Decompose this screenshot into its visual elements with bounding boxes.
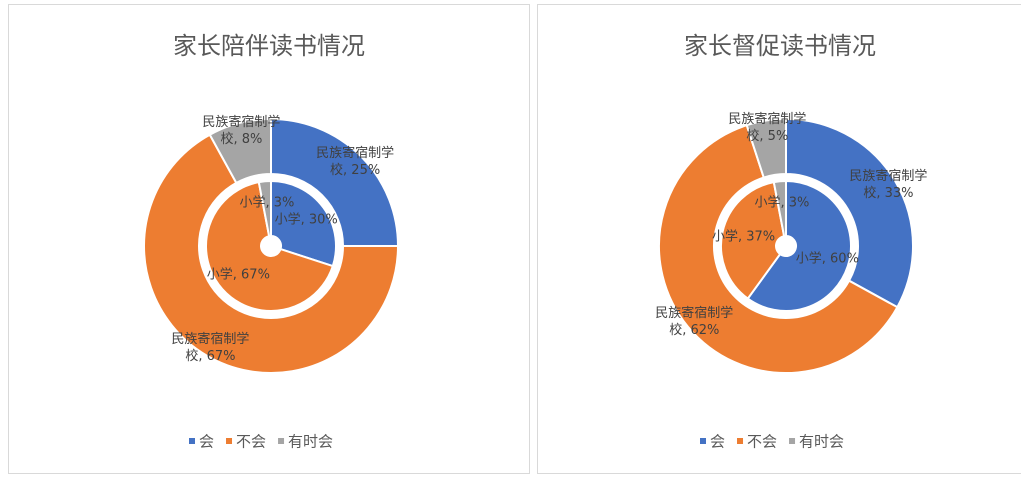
legend-label: 有时会: [799, 433, 844, 451]
data-label: 民族寄宿制学校, 67%: [171, 332, 250, 365]
donut-segment: [270, 117, 400, 247]
chart-panel: 家长陪伴读书情况会 不会 有时会 民族寄宿制学校, 25% 民族寄宿制学校, 67% 民族…: [8, 4, 530, 474]
legend-swatch: [226, 438, 233, 444]
data-label: 小学, 60%: [795, 251, 859, 267]
legend-label: 会: [710, 433, 725, 451]
data-label: 民族寄宿制学校, 33%: [849, 169, 928, 202]
data-label: 民族寄宿制学校, 8%: [202, 114, 281, 147]
legend-label: 有时会: [288, 433, 333, 451]
donut-segment: [785, 117, 914, 309]
legend-label: 会: [199, 433, 214, 451]
data-label: 小学, 3%: [754, 195, 810, 211]
legend-swatch: [737, 438, 744, 444]
donut-segment: [205, 180, 335, 312]
donut-segment: [270, 179, 337, 268]
data-label: 小学, 3%: [239, 195, 295, 211]
donut-segment: [257, 179, 272, 238]
legend-swatch: [700, 438, 706, 444]
legend-swatch: [189, 438, 195, 444]
donut-segment: [745, 117, 787, 179]
donut-segment: [143, 133, 400, 374]
data-label: 小学, 30%: [274, 212, 338, 228]
data-label: 民族寄宿制学校, 62%: [655, 305, 734, 338]
chart-title: 家长督促读书情况: [684, 32, 876, 60]
legend-swatch: [789, 438, 796, 444]
donut-segment: [772, 179, 787, 238]
donut-segment: [208, 117, 272, 185]
chart-panel: 家长督促读书情况会 不会 有时会 民族寄宿制学校, 33% 民族寄宿制学校, 62% 民族…: [537, 4, 1021, 474]
legend-label: 不会: [236, 433, 266, 451]
donut-segment: [658, 123, 899, 374]
legend-label: 不会: [747, 433, 777, 451]
data-label: 小学, 67%: [206, 267, 270, 283]
donut-segment: [720, 180, 786, 300]
data-label: 民族寄宿制学校, 25%: [316, 145, 395, 178]
data-label: 小学, 37%: [711, 229, 776, 244]
chart-title: 家长陪伴读书情况: [173, 32, 365, 60]
donut-segment: [746, 179, 852, 312]
data-label: 民族寄宿制学校, 5%: [728, 112, 807, 145]
legend-swatch: [278, 438, 285, 444]
